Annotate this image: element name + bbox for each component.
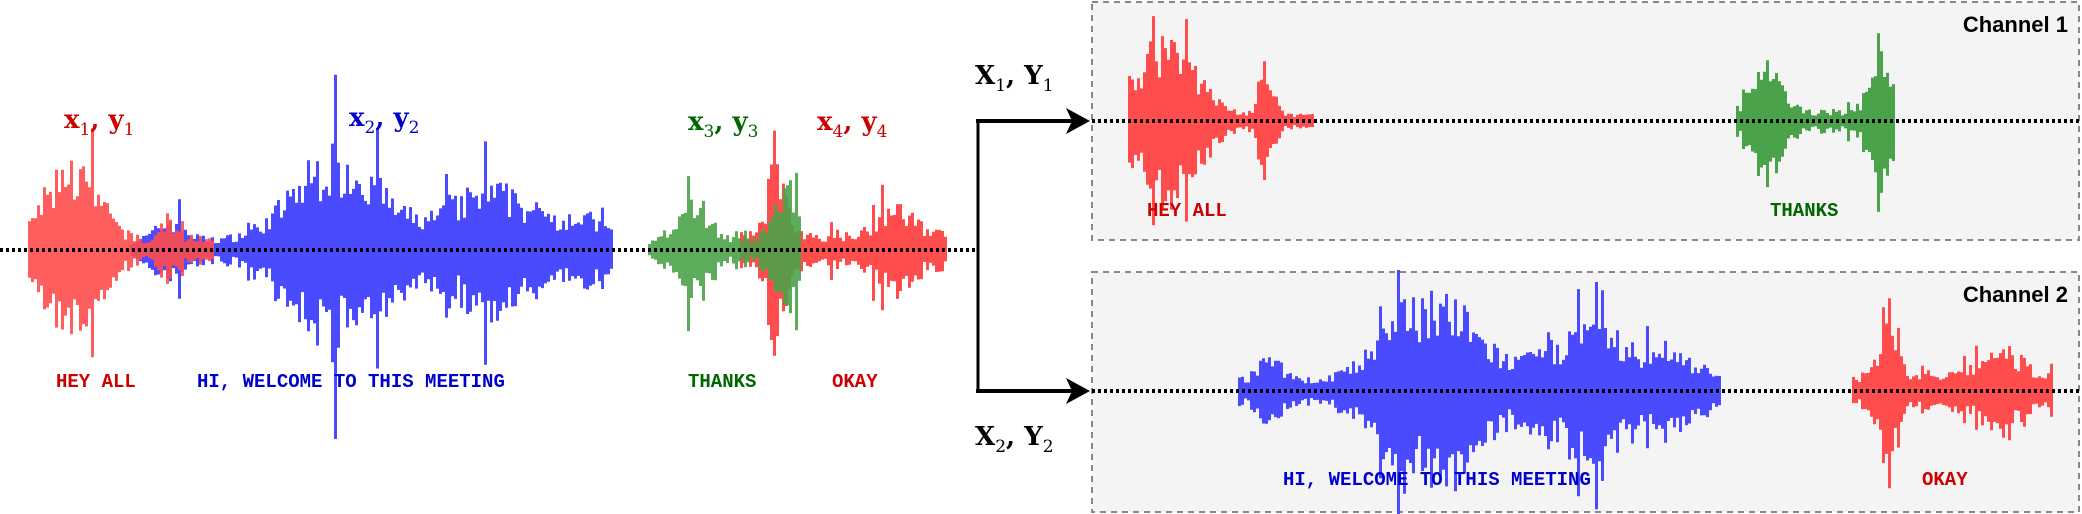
waveform-x1 [28,128,214,358]
transcript-okay: OKAY [832,371,878,393]
waveform-x2 [130,74,613,440]
channel-1-waveform-x3 [1736,33,1895,212]
channel-2-transcript-okay: OKAY [1922,469,1968,491]
channel-2-waveform-x4 [1852,298,2053,489]
channel-1-transcript-hey-all: HEY ALL [1147,200,1227,222]
output-label-1: X1, Y1 [975,61,1054,96]
channel-2-title: Channel 2 [1963,282,2068,307]
channel-2-transcript-welcome: HI, WELCOME TO THIS MEETING [1283,469,1591,491]
segment-label-3: x3, y3 [688,107,758,142]
segment-label-4: x4, y4 [817,107,887,142]
channel-1-transcript-thanks: THANKS [1770,200,1838,222]
channel-1-title: Channel 1 [1963,12,2068,37]
split-arrows [976,108,1090,404]
transcript-hey-all: HEY ALL [56,371,136,393]
waveform-x3 [648,172,801,332]
segment-label-1: x1, y1 [64,105,134,140]
segment-label-2: x2, y2 [349,103,419,138]
waveform-x4 [740,130,947,356]
transcript-thanks: THANKS [688,371,756,393]
channel-2-waveform-x2 [1238,270,1721,514]
output-label-2: X2, Y2 [975,422,1054,457]
arrow-head-icon [1066,108,1090,134]
arrow-head-icon [1066,378,1090,404]
transcript-welcome: HI, WELCOME TO THIS MEETING [197,371,505,393]
